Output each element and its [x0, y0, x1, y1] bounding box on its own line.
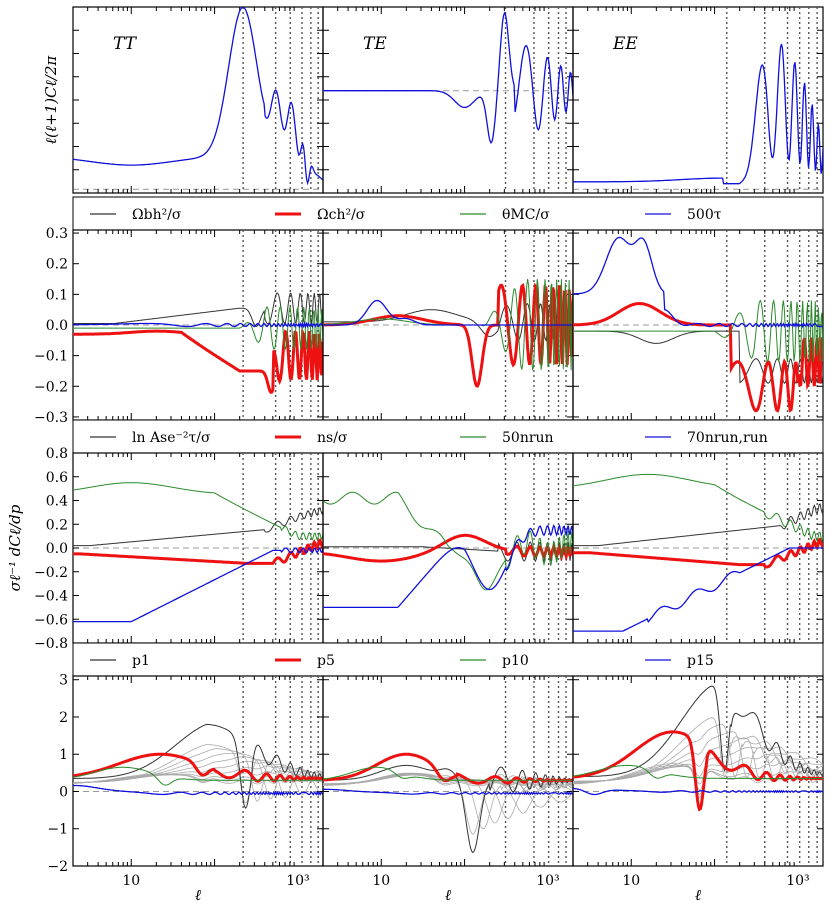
series-Ωch²/σ — [73, 327, 323, 394]
series-p10 — [573, 764, 823, 779]
series-ln Ase⁻²τ/σ — [73, 507, 323, 547]
y-tick-label: −0.2 — [34, 565, 68, 581]
y-tick-label: −0.2 — [34, 379, 68, 395]
series-Ωbh²/σ — [73, 292, 323, 328]
series-knot-grey — [73, 773, 323, 785]
series-70nrun,run — [73, 546, 323, 623]
series-p15 — [573, 787, 823, 796]
series-ns/σ — [323, 533, 573, 563]
legend-label-1: ns/σ — [317, 430, 348, 446]
panel-title-EE: EE — [612, 34, 638, 54]
y-tick-label: 0.2 — [46, 257, 68, 273]
legend-label-2: p10 — [502, 653, 529, 669]
x-tick-label: 10 — [372, 873, 390, 889]
y-tick-label: 0.6 — [46, 470, 68, 486]
series-ns/σ — [73, 538, 323, 565]
panel-title-TT: TT — [113, 34, 138, 54]
y-axis-label-primordial: σℓ⁻¹ dCℓ/dp — [6, 504, 24, 591]
panel-knots-EE — [572, 675, 824, 867]
series-p1 — [323, 764, 573, 853]
y-tick-label: −0.8 — [34, 636, 68, 652]
series-p1 — [73, 723, 323, 809]
panel-title-TE: TE — [363, 34, 387, 54]
panel-spectra-TT — [72, 6, 324, 194]
series-p5 — [73, 752, 323, 783]
y-tick-label: 3 — [59, 673, 68, 689]
series-500τ — [323, 299, 573, 326]
legend-label-2: θMC/σ — [502, 207, 550, 223]
y-tick-label: 0.3 — [46, 226, 68, 242]
series-knot-grey — [573, 731, 823, 783]
series-50nrun — [73, 482, 323, 542]
y-tick-label: 1 — [59, 747, 68, 763]
y-tick-label: 0.1 — [46, 287, 68, 303]
x-axis-label: ℓ — [695, 886, 701, 902]
y-tick-label: −0.6 — [34, 612, 68, 628]
legend-label-2: 50nrun — [502, 430, 554, 446]
series-ns/σ — [573, 537, 823, 569]
series-p10 — [323, 766, 573, 781]
y-tick-label: 2 — [59, 710, 68, 726]
series-θMC/σ — [573, 298, 823, 362]
series-Ωch²/σ — [573, 301, 823, 413]
y-tick-label: 0.0 — [46, 318, 68, 334]
series-p1 — [573, 685, 823, 778]
x-tick-label: 10³ — [286, 873, 309, 889]
x-tick-label: 10 — [622, 873, 640, 889]
y-tick-label: 0.4 — [46, 494, 68, 510]
series-TE — [323, 11, 573, 144]
y-tick-label: 0.0 — [46, 541, 68, 557]
y-tick-label: −0.4 — [34, 589, 68, 605]
series-500τ — [73, 321, 323, 329]
series-θMC/σ — [73, 305, 323, 351]
panel-spectra-TE — [322, 6, 574, 194]
legend-label-0: p1 — [132, 653, 150, 669]
series-ln Ase⁻²τ/σ — [573, 503, 823, 547]
legend-label-1: Ωch²/σ — [317, 207, 366, 223]
series-ln Ase⁻²τ/σ — [323, 541, 573, 563]
series-500τ — [573, 236, 823, 329]
series-knot-grey — [73, 744, 323, 804]
series-knot-grey — [573, 717, 823, 782]
series-70nrun,run — [573, 547, 823, 632]
legend-label-3: 500τ — [687, 207, 722, 223]
y-tick-label: −0.3 — [34, 410, 68, 426]
y-tick-label: −0.1 — [34, 349, 68, 365]
series-knot-grey — [323, 773, 573, 787]
legend-label-0: ln Ase⁻²τ/σ — [132, 430, 211, 446]
series-p10 — [73, 766, 323, 786]
series-p15 — [73, 784, 323, 797]
panel-knots-TE — [322, 675, 574, 867]
legend-box-knots — [72, 642, 824, 677]
x-tick-label: 10³ — [536, 873, 559, 889]
x-tick-label: 10 — [122, 873, 140, 889]
series-p5 — [573, 730, 823, 812]
legend-label-3: p15 — [687, 653, 714, 669]
series-50nrun — [323, 491, 573, 591]
x-axis-label: ℓ — [195, 886, 201, 902]
series-50nrun — [573, 473, 823, 543]
y-tick-label: 0.2 — [46, 517, 68, 533]
y-tick-label: −1 — [47, 822, 68, 838]
series-70nrun,run — [323, 523, 573, 609]
legend-box-primordial — [72, 419, 824, 454]
x-axis-label: ℓ — [445, 886, 451, 902]
legend-label-0: Ωbh²/σ — [132, 207, 182, 223]
y-tick-label: 0.8 — [46, 446, 68, 462]
series-p15 — [323, 788, 573, 796]
y-tick-label: −2 — [47, 859, 68, 875]
legend-label-1: p5 — [317, 653, 335, 669]
y-tick-label: 0 — [59, 784, 68, 800]
legend-label-3: 70nrun,run — [687, 430, 768, 446]
series-EE — [573, 43, 823, 185]
y-axis-label-spectra: ℓ(ℓ+1)Cℓ/2π — [42, 55, 60, 145]
series-TT — [73, 7, 323, 186]
x-tick-label: 10³ — [786, 873, 809, 889]
